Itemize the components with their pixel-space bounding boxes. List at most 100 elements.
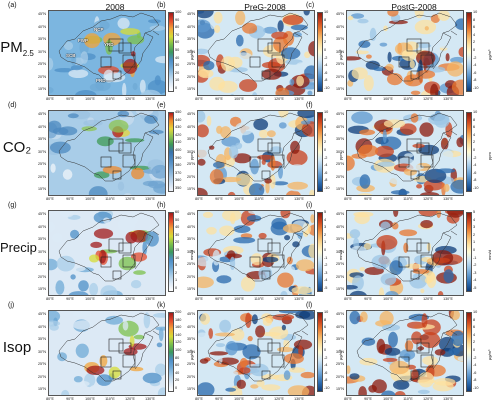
colorbar-tick: 60 — [175, 363, 180, 368]
colorbar-tick: 0 — [473, 348, 476, 352]
field-blotch — [62, 169, 73, 180]
colorbar-tick: 440 — [175, 117, 182, 122]
field-blotch — [158, 327, 164, 342]
field-blotch — [293, 339, 313, 350]
lon-tick: 110°E — [105, 197, 115, 201]
lat-tick: 30°N — [186, 149, 195, 154]
field-blotch — [391, 222, 399, 230]
lon-tick: 80°E — [344, 297, 352, 301]
lon-tick: 80°E — [195, 97, 203, 101]
colorbar-tick: 40 — [175, 370, 180, 375]
field-blotch — [49, 120, 62, 133]
field-blotch — [291, 286, 313, 295]
field-blotch — [153, 313, 165, 318]
field-blotch — [420, 220, 433, 229]
field-blotch — [382, 129, 387, 143]
colorbar-tick: -4 — [473, 363, 477, 368]
field-blotch — [155, 363, 165, 377]
field-blotch — [120, 28, 140, 35]
lon-tick: 100°E — [85, 97, 95, 101]
field-blotch — [213, 161, 225, 169]
field-blotch — [235, 173, 254, 186]
region-box — [410, 270, 420, 280]
field-blotch — [378, 287, 385, 295]
lon-tick: 80°E — [344, 197, 352, 201]
lon-tick: 120°E — [274, 197, 284, 201]
field-blotch — [225, 370, 239, 377]
lat-tick: 20°N — [37, 174, 46, 179]
field-blotch — [376, 338, 386, 354]
lon-tick: 100°E — [85, 297, 95, 301]
field-blotch — [424, 26, 429, 31]
region-box — [249, 56, 261, 68]
colorbar-tick: 20 — [175, 378, 180, 383]
field-blotch — [435, 168, 456, 174]
map-panel-co2-1 — [197, 110, 315, 196]
field-blotch — [418, 211, 438, 217]
field-blotch — [70, 229, 80, 239]
field-blotch — [401, 49, 417, 61]
field-blotch — [381, 31, 388, 41]
country-outline — [207, 212, 309, 282]
colorbar-tick: -2 — [473, 55, 477, 60]
field-blotch — [206, 227, 217, 235]
country-outline — [356, 12, 458, 82]
map-panel-precip-2 — [346, 210, 464, 296]
region-box — [406, 238, 422, 252]
field-blotch — [389, 360, 410, 375]
field-blotch — [214, 332, 235, 337]
field-blotch — [393, 380, 410, 390]
lon-tick: 130°E — [145, 397, 155, 401]
lon-tick: 100°E — [234, 97, 244, 101]
field-blotch — [129, 366, 144, 372]
lon-tick: 110°E — [254, 297, 264, 301]
field-blotch — [61, 389, 70, 395]
lat-tick: 30°N — [37, 349, 46, 354]
colorbar-tick: 70 — [175, 32, 180, 37]
lat-tick: 45°N — [335, 212, 344, 216]
colorbar-tick: -2 — [473, 155, 477, 160]
region-box — [249, 256, 261, 268]
field-blotch — [417, 389, 430, 394]
field-blotch — [198, 158, 206, 166]
field-blotch — [349, 229, 361, 239]
colorbar-tick: 0 — [473, 148, 476, 152]
field-blotch — [55, 280, 65, 295]
field-blotch — [404, 153, 414, 158]
field-blotch — [93, 171, 110, 179]
lat-tick: 45°N — [37, 112, 46, 116]
region-box — [398, 56, 410, 68]
field-blotch — [295, 259, 314, 272]
field-blotch — [300, 371, 314, 379]
field-blotch — [387, 73, 403, 86]
field-blotch — [355, 50, 369, 55]
lat-tick: 35°N — [335, 137, 344, 141]
colorbar-tick: 140 — [175, 332, 182, 337]
lat-tick: 35°N — [37, 37, 46, 41]
field-blotch — [233, 225, 251, 233]
field-blotch — [139, 79, 146, 94]
field-blotch — [281, 324, 286, 331]
lon-tick: 110°E — [105, 97, 115, 101]
field-blotch — [142, 240, 148, 255]
colorbar-tick: 6 — [473, 325, 476, 330]
colorbar-tick: 10 — [175, 78, 180, 83]
colorbar-tick: 180 — [175, 317, 182, 322]
colorbar-tick: 6 — [324, 25, 327, 30]
colorbar — [168, 112, 174, 192]
field-blotch — [347, 15, 354, 21]
lon-tick: 100°E — [234, 297, 244, 301]
colorbar-unit: μg/m³ — [487, 349, 492, 360]
lat-tick: 15°N — [37, 187, 46, 191]
lon-tick: 100°E — [383, 297, 393, 301]
lat-tick: 30°N — [335, 349, 344, 354]
field-blotch — [140, 89, 161, 95]
lon-tick: 100°E — [85, 197, 95, 201]
field-blotch — [282, 223, 303, 233]
colorbar-tick: 4 — [324, 32, 327, 37]
country-outline — [207, 112, 309, 182]
lon-tick: 130°E — [294, 197, 304, 201]
panel-tag: (i) — [306, 202, 313, 209]
field-blotch — [448, 348, 460, 356]
lat-tick: 25°N — [335, 362, 344, 366]
